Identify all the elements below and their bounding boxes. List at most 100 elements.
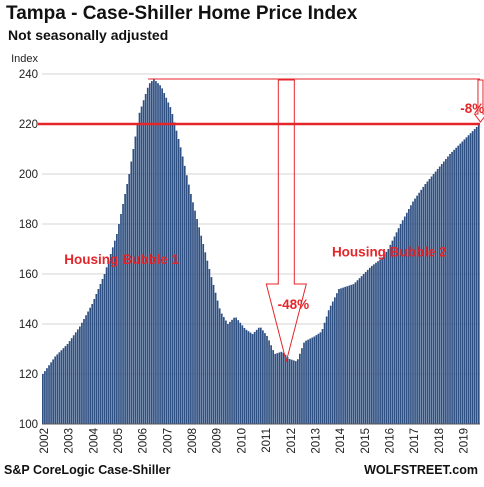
bar	[52, 359, 54, 424]
annotation-bubble1: Housing Bubble 1	[64, 252, 179, 267]
bar	[418, 192, 421, 424]
bar	[284, 354, 287, 424]
x-tick-label-2017: 2017	[409, 428, 421, 454]
bar	[99, 284, 102, 424]
bar	[268, 340, 270, 424]
bar	[177, 139, 180, 424]
bar	[130, 161, 133, 424]
bar	[249, 332, 252, 424]
x-tick-label-2009: 2009	[212, 428, 224, 454]
drop-arrow-large	[265, 79, 307, 362]
bar	[42, 374, 44, 424]
x-tick-label-2013: 2013	[310, 428, 322, 454]
bar	[157, 83, 159, 425]
bar	[44, 371, 46, 424]
bar	[475, 126, 478, 425]
x-tick-label-2004: 2004	[88, 427, 100, 453]
bar	[430, 176, 433, 424]
bar	[181, 156, 184, 424]
x-tick-label-2019: 2019	[458, 428, 470, 454]
x-tick-label-2006: 2006	[138, 428, 150, 454]
bar	[414, 198, 416, 424]
bar	[358, 278, 361, 424]
bar	[290, 359, 293, 424]
bar	[101, 279, 104, 424]
bar	[352, 284, 355, 424]
y-tick-label-160: 160	[19, 269, 38, 281]
chart-subtitle: Not seasonally adjusted	[8, 27, 169, 43]
bar	[457, 145, 460, 424]
bar	[120, 214, 122, 424]
bar	[60, 350, 63, 424]
bar	[247, 331, 250, 424]
bar	[344, 286, 346, 424]
bar	[469, 133, 472, 424]
y-tick-label-200: 200	[19, 169, 38, 181]
bar	[167, 102, 170, 424]
bar	[165, 97, 168, 424]
bar	[395, 232, 398, 424]
bar	[200, 235, 203, 424]
bar	[72, 335, 75, 424]
bar	[188, 184, 190, 424]
bar	[138, 112, 141, 424]
bar	[190, 194, 192, 424]
bar	[461, 141, 464, 424]
bar	[239, 322, 242, 424]
bar	[451, 151, 453, 424]
bar	[288, 359, 291, 424]
bar	[296, 359, 299, 424]
bar	[132, 149, 135, 424]
bar	[319, 332, 322, 424]
bar	[311, 337, 314, 424]
x-tick-label-2002: 2002	[39, 428, 51, 454]
bar	[272, 350, 275, 424]
bar	[360, 276, 363, 424]
bar	[50, 362, 52, 424]
bar	[371, 265, 373, 424]
bar	[206, 260, 209, 424]
y-tick-label-120: 120	[19, 369, 38, 381]
bar	[225, 320, 227, 424]
bar	[74, 332, 77, 424]
bar	[459, 143, 462, 425]
bar	[210, 277, 213, 424]
bar	[336, 293, 338, 424]
bar	[455, 147, 458, 424]
bar	[87, 311, 89, 424]
bar	[422, 186, 425, 424]
bar	[331, 301, 334, 424]
bar	[155, 81, 157, 424]
bar	[148, 83, 151, 425]
bar	[313, 336, 316, 424]
bar	[432, 174, 435, 424]
bar	[399, 224, 402, 424]
bar	[229, 321, 231, 424]
bar	[412, 201, 414, 424]
x-tick-label-2016: 2016	[384, 428, 396, 454]
x-tick-label-2015: 2015	[360, 428, 372, 454]
y-tick-label-100: 100	[19, 419, 38, 431]
bar	[118, 224, 120, 424]
bar	[111, 247, 114, 424]
bar	[183, 165, 186, 424]
bar	[109, 254, 112, 424]
bar	[299, 353, 301, 424]
bar	[325, 316, 328, 424]
bar	[253, 331, 256, 424]
bar	[237, 320, 240, 424]
bar	[410, 205, 412, 424]
bar	[233, 317, 235, 424]
chart-title: Tampa - Case-Shiller Home Price Index	[6, 3, 358, 24]
bar	[309, 338, 312, 424]
bar	[97, 289, 100, 424]
bar	[95, 294, 98, 424]
bar	[280, 351, 283, 424]
x-tick-label-2011: 2011	[261, 428, 273, 453]
bar	[222, 317, 225, 424]
bar	[373, 264, 375, 424]
axes: 100 120 140 160 180 200 220 240 Index 2002 2003 200…	[11, 53, 480, 454]
bar	[391, 240, 394, 424]
bar	[76, 329, 79, 424]
bar	[235, 317, 238, 424]
